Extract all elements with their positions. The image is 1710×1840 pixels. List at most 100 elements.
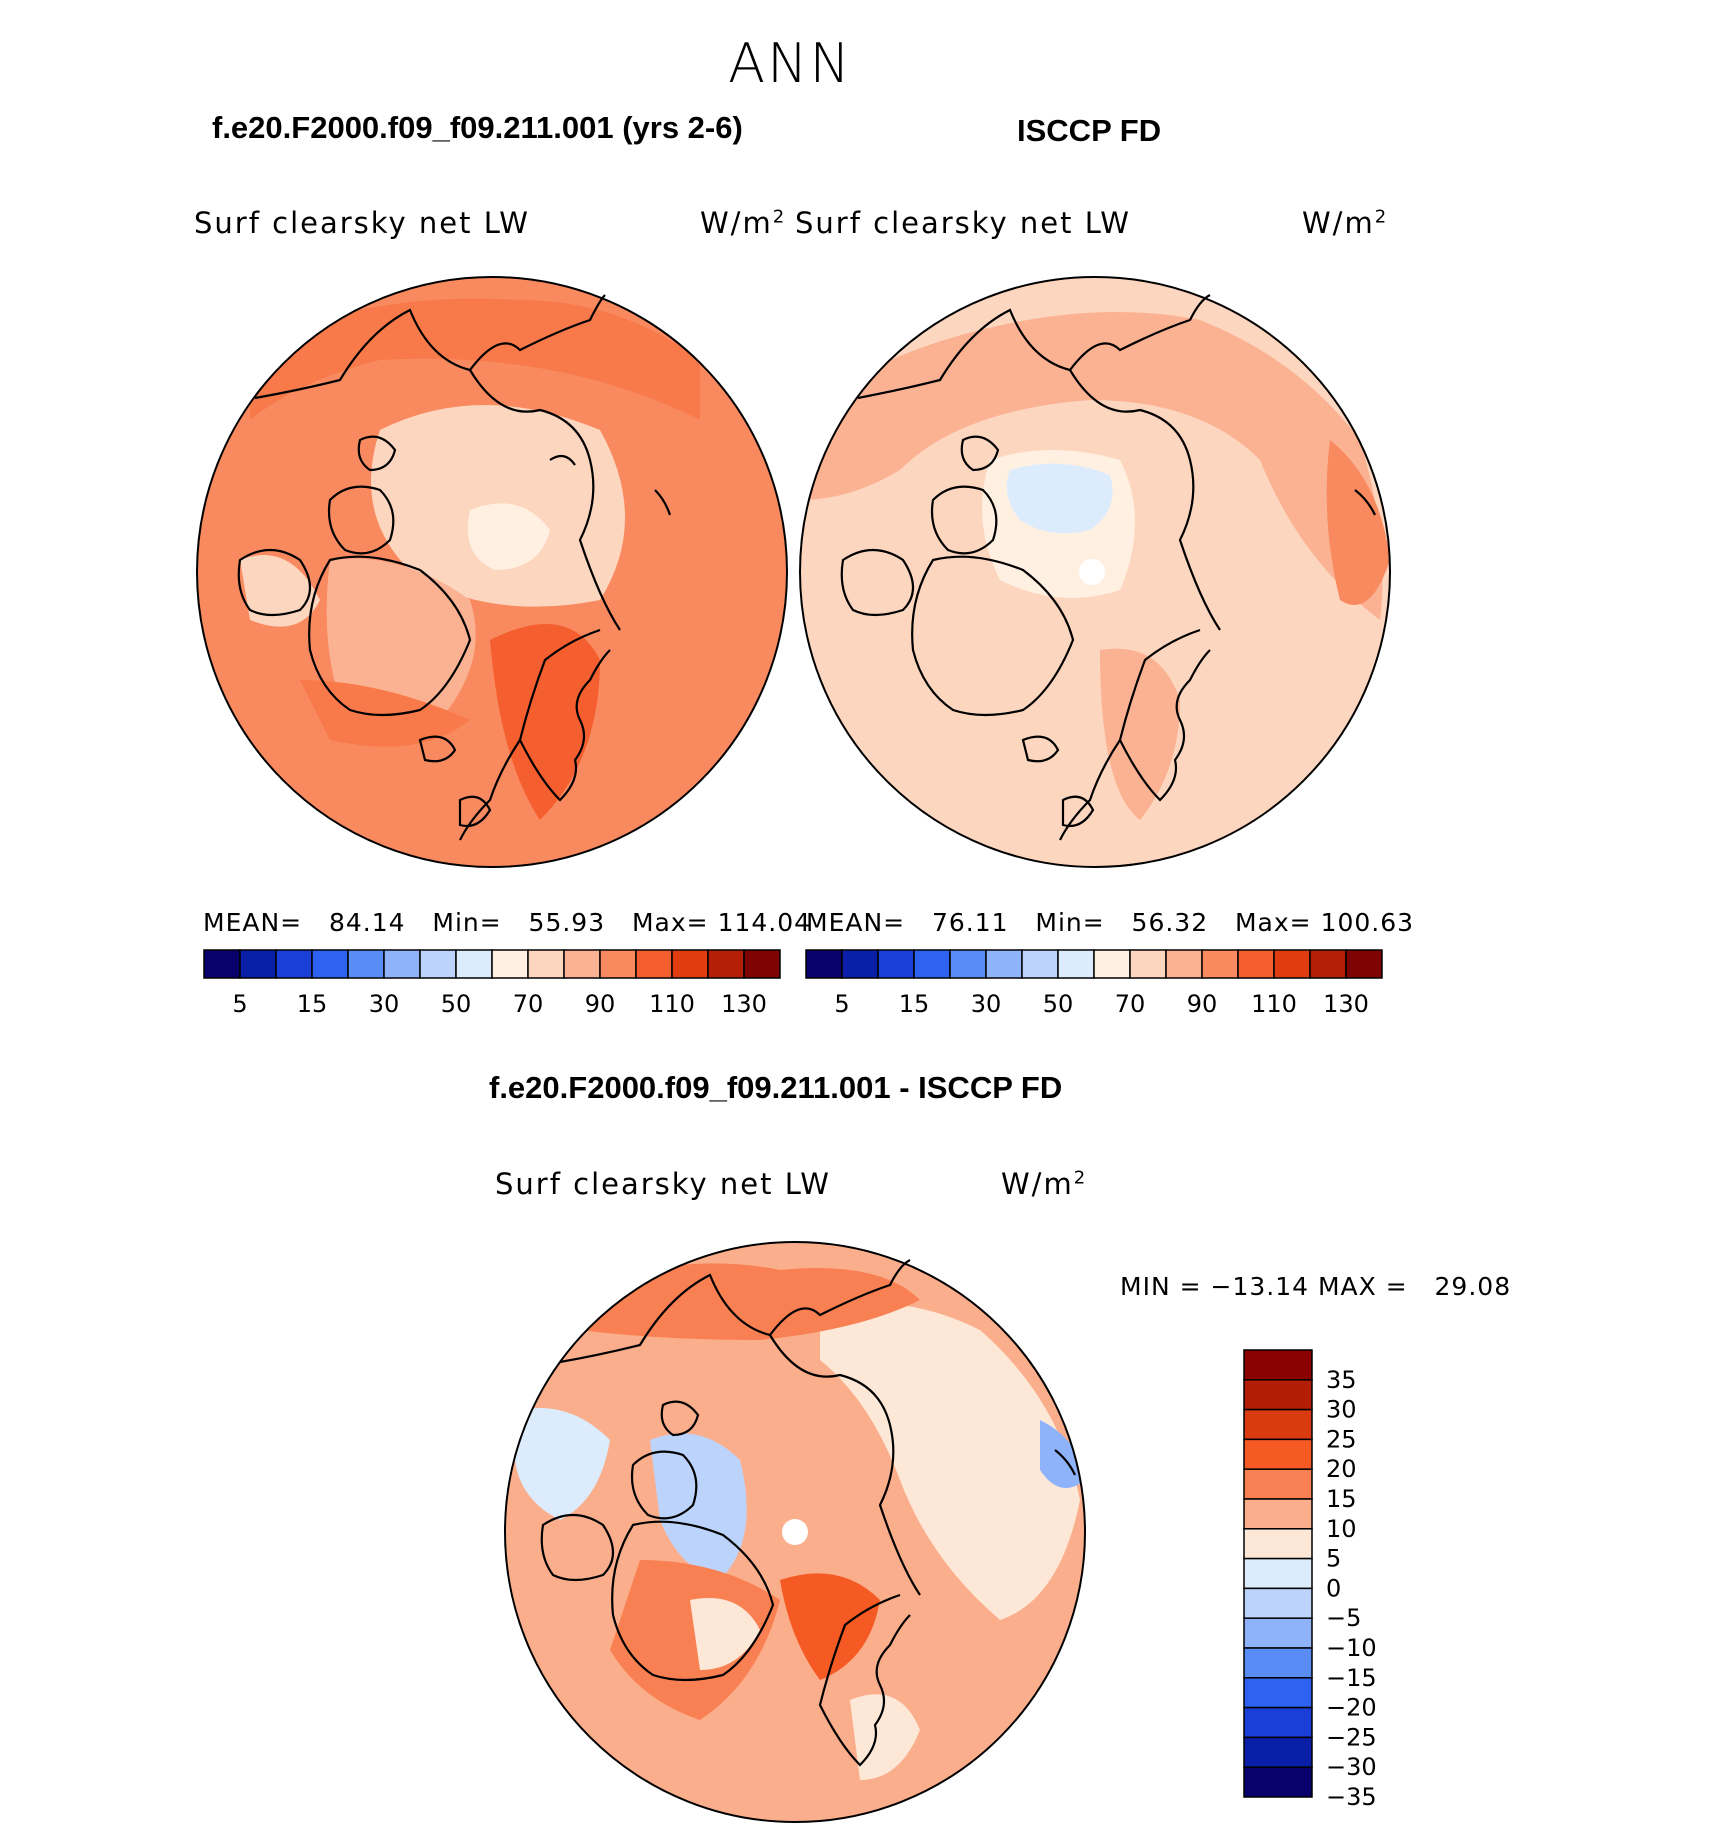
colorbar-swatch	[239, 949, 277, 979]
diff-subtitle: Surf clearsky net LW	[495, 1167, 831, 1201]
model-coastlines	[237, 294, 672, 841]
obs-panel-subtitle: Surf clearsky net LW	[795, 206, 1131, 240]
model-stats: MEAN= 84.14 Min= 55.93 Max= 114.04	[203, 908, 812, 937]
colorbar-swatch	[1165, 949, 1203, 979]
colorbar-tick-label: 15	[899, 990, 930, 1018]
colorbar-tick-label: 70	[1115, 990, 1146, 1018]
colorbar-swatch	[491, 949, 529, 979]
colorbar-tick-label: 90	[1187, 990, 1218, 1018]
colorbar-swatch	[841, 949, 879, 979]
colorbar-swatch	[275, 949, 313, 979]
colorbar-swatch	[563, 949, 601, 979]
colorbar-swatch	[1309, 949, 1347, 979]
diff-map-border	[504, 1241, 1086, 1823]
colorbar-tick-label: 5	[232, 990, 247, 1018]
colorbar-tick-label: 130	[1323, 990, 1369, 1018]
map-field-pole	[467, 503, 550, 570]
diff-minmax: MIN = −13.14 MAX = 29.08	[1120, 1272, 1512, 1301]
colorbar-tick-label: −30	[1326, 1753, 1377, 1781]
colorbar-swatch	[1243, 1498, 1313, 1530]
colorbar-swatch	[635, 949, 673, 979]
pole-hole	[782, 1519, 808, 1545]
colorbar-swatch	[1201, 949, 1239, 979]
colorbar-swatch	[1345, 949, 1383, 979]
colorbar-swatch	[1243, 1438, 1313, 1470]
map-field-greenland	[610, 1560, 780, 1720]
colorbar-tick-label: 110	[649, 990, 695, 1018]
model-map-border	[196, 276, 788, 868]
map-field-norway-sea	[780, 1573, 880, 1680]
colorbar-swatch	[1243, 1408, 1313, 1441]
colorbar-tick-label: 15	[1326, 1485, 1357, 1513]
colorbar-tick-label: 20	[1326, 1455, 1357, 1483]
colorbar-swatch	[1243, 1379, 1313, 1411]
colorbar-tick-label: −5	[1326, 1604, 1361, 1632]
pole-hole	[1079, 559, 1105, 585]
colorbar-swatch	[1129, 949, 1167, 979]
model-panel-title: f.e20.F2000.f09_f09.211.001 (yrs 2-6)	[212, 110, 743, 145]
map-field-alaska	[515, 1408, 610, 1520]
diff-title: f.e20.F2000.f09_f09.211.001 - ISCCP FD	[489, 1070, 1063, 1105]
page-title: ANN	[728, 32, 852, 95]
colorbar-swatch	[1243, 1766, 1313, 1798]
colorbar-tick-label: 5	[1326, 1545, 1341, 1573]
colorbar-swatch	[527, 949, 565, 979]
colorbar-tick-label: 30	[369, 990, 400, 1018]
map-field-norway-sea	[490, 624, 600, 820]
colorbar-swatch	[913, 949, 951, 979]
colorbar-swatch	[1243, 1736, 1313, 1768]
colorbar-swatch	[1243, 1677, 1313, 1709]
colorbar-tick-label: −10	[1326, 1634, 1377, 1662]
map-field-band2	[300, 680, 470, 747]
colorbar-tick-label: 70	[513, 990, 544, 1018]
colorbar-tick-label: 50	[441, 990, 472, 1018]
colorbar-tick-label: 25	[1326, 1425, 1357, 1453]
map-field-band	[250, 298, 700, 420]
obs-panel-units: W/m2	[1302, 206, 1389, 240]
model-colorbar: 5 15 30 50 70 90 110 130	[203, 949, 781, 1018]
colorbar-tick-label: 0	[1326, 1574, 1341, 1602]
colorbar-swatch	[877, 949, 915, 979]
obs-stats: MEAN= 76.11 Min= 56.32 Max= 100.63	[806, 908, 1415, 937]
colorbar-tick-label: 110	[1251, 990, 1297, 1018]
obs-coastlines	[840, 294, 1376, 841]
obs-colorbar: 5 15 30 50 70 90 110 130	[805, 949, 1383, 1018]
colorbar-tick-label: 30	[971, 990, 1002, 1018]
colorbar-swatch	[743, 949, 781, 979]
colorbar-swatch	[1021, 949, 1059, 979]
colorbar-swatch	[1243, 1587, 1313, 1619]
colorbar-swatch	[311, 949, 349, 979]
map-field-band	[800, 312, 1383, 620]
colorbar-swatch	[419, 949, 457, 979]
colorbar-tick-label: 50	[1043, 990, 1074, 1018]
colorbar-swatch	[1057, 949, 1095, 979]
map-field-greenland	[326, 558, 476, 727]
colorbar-tick-label: 130	[721, 990, 767, 1018]
model-panel-subtitle: Surf clearsky net LW	[194, 206, 530, 240]
colorbar-tick-label: 5	[834, 990, 849, 1018]
colorbar-swatch	[1243, 1617, 1313, 1649]
map-field-east-light	[820, 1303, 1080, 1620]
obs-map-border	[799, 276, 1391, 868]
colorbar-swatch	[1093, 949, 1131, 979]
colorbar-tick-label: 15	[297, 990, 328, 1018]
colorbar-swatch	[1243, 1349, 1313, 1381]
colorbar-swatch	[805, 949, 843, 979]
colorbar-tick-label: −25	[1326, 1723, 1377, 1751]
map-field-siberia	[580, 1263, 920, 1340]
colorbar-tick-label: 30	[1326, 1396, 1357, 1424]
colorbar-swatch	[1243, 1706, 1313, 1739]
diff-units: W/m2	[1001, 1167, 1088, 1201]
colorbar-swatch	[1243, 1468, 1313, 1500]
map-field-greenland-center	[690, 1598, 760, 1670]
map-field-archipelago	[650, 1433, 747, 1580]
colorbar-swatch	[1243, 1647, 1313, 1679]
colorbar-tick-label: −35	[1326, 1783, 1377, 1811]
map-field-scandinavia	[850, 1694, 920, 1780]
colorbar-swatch	[1243, 1557, 1313, 1590]
colorbar-tick-label: 35	[1326, 1366, 1357, 1394]
